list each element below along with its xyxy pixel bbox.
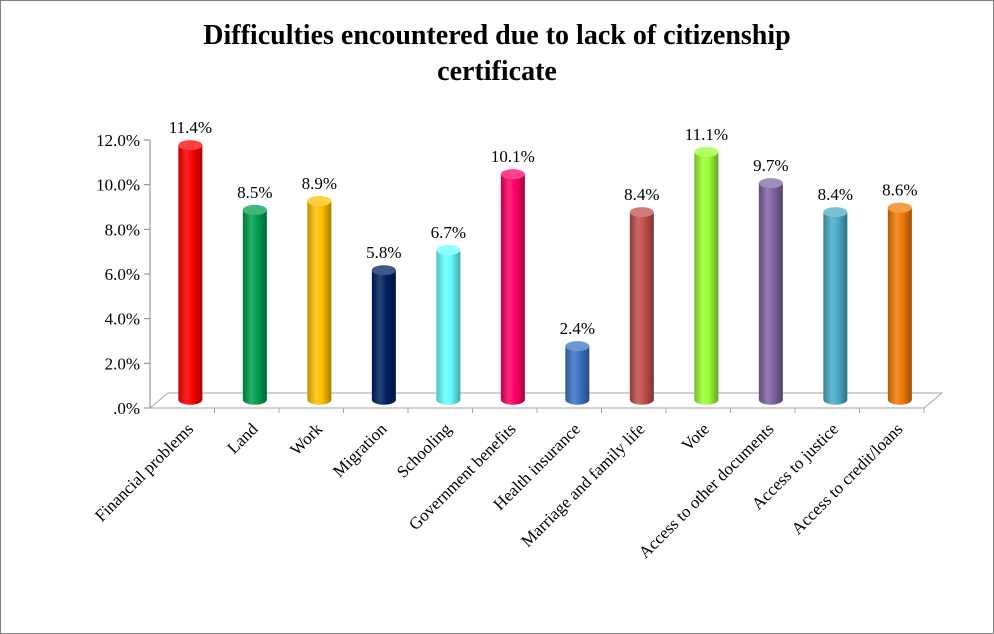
chart-title: Difficulties encountered due to lack of … bbox=[0, 18, 994, 90]
bar-4 bbox=[436, 250, 461, 405]
data-label-9: 9.7% bbox=[753, 156, 788, 175]
category-label-4: Schooling bbox=[393, 419, 456, 482]
chart-title-line-1: Difficulties encountered due to lack of … bbox=[203, 20, 791, 51]
category-label-2: Work bbox=[286, 419, 326, 459]
y-tick-label: 6.0% bbox=[105, 265, 140, 284]
bar-11 bbox=[887, 207, 912, 405]
data-label-10: 8.4% bbox=[818, 185, 853, 204]
bar-cap-3 bbox=[371, 265, 396, 276]
bar-2 bbox=[307, 200, 332, 405]
y-tick-label: 10.0% bbox=[96, 176, 140, 195]
category-label-1: Land bbox=[223, 419, 261, 457]
bar-cap-5 bbox=[500, 169, 525, 180]
bar-9 bbox=[758, 183, 783, 405]
data-label-5: 10.1% bbox=[491, 147, 535, 166]
bar-6 bbox=[565, 346, 590, 405]
bar-8 bbox=[694, 151, 719, 405]
category-label-11: Access to credit/loans bbox=[788, 419, 907, 538]
data-label-6: 2.4% bbox=[560, 319, 595, 338]
y-tick-label: 12.0% bbox=[96, 131, 140, 150]
category-label-5: Government benefits bbox=[405, 419, 520, 534]
bar-cap-10 bbox=[823, 207, 848, 218]
data-label-1: 8.5% bbox=[237, 183, 272, 202]
bar-10 bbox=[823, 212, 848, 405]
data-label-0: 11.4% bbox=[169, 118, 212, 137]
bar-1 bbox=[242, 209, 267, 405]
bar-cap-11 bbox=[887, 202, 912, 213]
y-tick-label: 2.0% bbox=[105, 354, 140, 373]
data-label-4: 6.7% bbox=[431, 223, 466, 242]
bar-cap-2 bbox=[307, 195, 332, 206]
bar-7 bbox=[629, 212, 654, 405]
category-label-7: Marriage and family life bbox=[517, 419, 648, 550]
chart-title-line-2: certificate bbox=[437, 56, 557, 87]
bar-5 bbox=[500, 174, 525, 405]
data-label-8: 11.1% bbox=[685, 125, 728, 144]
data-label-7: 8.4% bbox=[624, 185, 659, 204]
bar-0 bbox=[178, 145, 203, 405]
data-label-3: 5.8% bbox=[366, 243, 401, 262]
bar-cap-0 bbox=[178, 140, 203, 151]
category-label-8: Vote bbox=[678, 419, 713, 454]
data-label-11: 8.6% bbox=[882, 181, 917, 200]
chart-floor bbox=[148, 392, 944, 409]
bar-3 bbox=[371, 270, 396, 405]
y-tick-label: 8.0% bbox=[105, 220, 140, 239]
bar-cap-1 bbox=[242, 204, 267, 215]
bar-cap-4 bbox=[436, 245, 461, 256]
bar-cap-8 bbox=[694, 146, 719, 157]
y-tick-label: 4.0% bbox=[105, 310, 140, 329]
y-tick-label: .0% bbox=[113, 399, 140, 418]
bar-cap-9 bbox=[758, 178, 783, 189]
category-label-3: Migration bbox=[329, 419, 391, 481]
bar-cap-6 bbox=[565, 341, 590, 352]
bar-cap-7 bbox=[629, 207, 654, 218]
data-label-2: 8.9% bbox=[302, 174, 337, 193]
category-label-0: Financial problems bbox=[91, 419, 197, 525]
